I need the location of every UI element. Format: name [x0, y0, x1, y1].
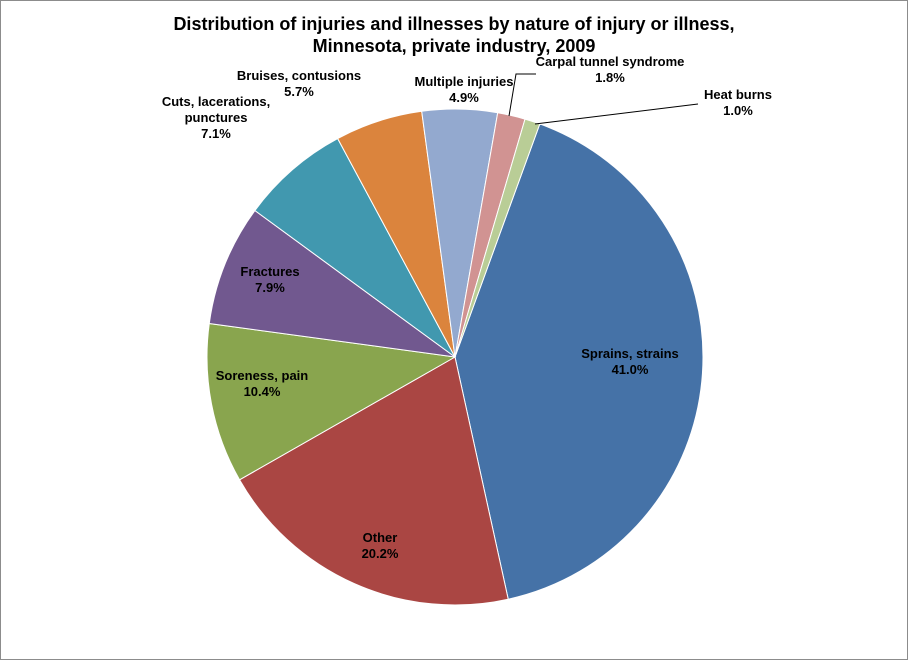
leader-line-carpal-tunnel-syndrome	[508, 73, 536, 117]
data-label-category: Bruises, contusions	[237, 68, 361, 83]
data-label-category: Fractures	[240, 264, 299, 279]
data-label-category: Other	[363, 530, 398, 545]
pie-slice-cuts-lacerations-punctures	[254, 137, 456, 358]
data-label-category: punctures	[185, 110, 248, 125]
leader-line-heat-burns	[534, 103, 699, 125]
pie-slice-soreness-pain	[206, 322, 457, 481]
data-label-carpal-tunnel-syndrome: Carpal tunnel syndrome 1.8%	[536, 54, 685, 85]
data-label-fractures: Fractures 7.9%	[240, 264, 299, 295]
data-label-category: Carpal tunnel syndrome	[536, 54, 685, 69]
data-label-percent: 10.4%	[244, 384, 281, 399]
data-label-percent: 7.9%	[255, 280, 285, 295]
chart-title-line-1: Distribution of injuries and illnesses b…	[173, 14, 735, 34]
data-label-category: Cuts, lacerations,	[162, 94, 270, 109]
chart-title-line-2: Minnesota, private industry, 2009	[312, 36, 596, 56]
data-label-heat-burns: Heat burns 1.0%	[704, 87, 772, 118]
data-label-percent: 1.0%	[723, 103, 753, 118]
data-label-percent: 1.8%	[595, 70, 625, 85]
pie-slice-other	[238, 356, 509, 606]
data-label-bruises-contusions: Bruises, contusions 5.7%	[237, 68, 361, 99]
pie-slice-fractures	[208, 209, 456, 358]
data-label-percent: 4.9%	[449, 90, 479, 105]
data-label-category: Heat burns	[704, 87, 772, 102]
data-label-soreness-pain: Soreness, pain 10.4%	[216, 368, 309, 399]
data-label-category: Soreness, pain	[216, 368, 309, 383]
data-label-percent: 7.1%	[201, 126, 231, 141]
data-label-percent: 20.2%	[362, 546, 399, 561]
data-label-category: Multiple injuries	[415, 74, 514, 89]
data-label-percent: 5.7%	[284, 84, 314, 99]
data-label-sprains-strains: Sprains, strains 41.0%	[581, 346, 679, 377]
pie-slice-heat-burns	[454, 118, 541, 358]
data-label-multiple-injuries: Multiple injuries 4.9%	[415, 74, 514, 105]
data-label-other: Other 20.2%	[362, 530, 399, 561]
pie-slice-sprains-strains	[454, 123, 704, 600]
data-label-category: Sprains, strains	[581, 346, 679, 361]
data-label-cuts-lacerations-punctures: Cuts, lacerations, punctures 7.1%	[162, 94, 270, 141]
data-label-percent: 41.0%	[612, 362, 649, 377]
